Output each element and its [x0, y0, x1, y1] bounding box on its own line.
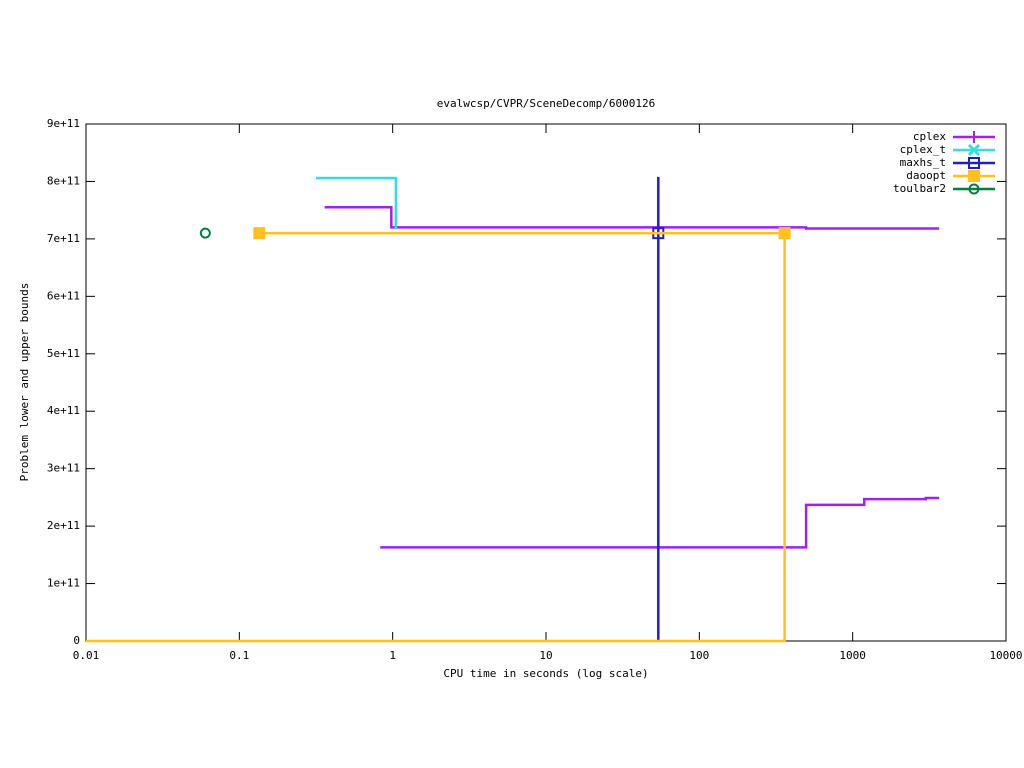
point [199, 227, 211, 239]
legend-marker [968, 183, 980, 195]
y-tick-label: 4e+11 [47, 404, 80, 417]
legend-label: daoopt [906, 169, 946, 182]
legend-label: maxhs_t [900, 156, 946, 169]
legend-label: toulbar2 [893, 182, 946, 195]
y-axis-label: Problem lower and upper bounds [18, 283, 31, 482]
series-line [315, 176, 398, 230]
y-tick-label: 6e+11 [47, 289, 80, 302]
legend-marker [968, 131, 980, 143]
series-line [324, 206, 940, 230]
y-tick-label: 0 [73, 634, 80, 647]
legend-label: cplex_t [900, 143, 946, 156]
x-tick-label: 0.1 [229, 649, 249, 662]
series-line [380, 496, 940, 549]
x-axis-label: CPU time in seconds (log scale) [443, 667, 648, 680]
plot-frame [85, 123, 1007, 642]
y-tick-label: 5e+11 [47, 347, 80, 360]
x-tick-label: 1 [389, 649, 396, 662]
series-line [86, 233, 786, 643]
chart-title: evalwcsp/CVPR/SceneDecomp/6000126 [437, 97, 656, 110]
y-tick-label: 7e+11 [47, 232, 80, 245]
point [253, 227, 266, 240]
y-tick-label: 2e+11 [47, 519, 80, 532]
x-tick-label: 0.01 [73, 649, 100, 662]
legend-marker [968, 157, 980, 169]
x-tick-label: 10000 [989, 649, 1022, 662]
legend-label: cplex [913, 130, 946, 143]
legend-marker [968, 170, 980, 182]
x-tick-label: 1000 [839, 649, 866, 662]
y-tick-label: 8e+11 [47, 174, 80, 187]
y-tick-label: 9e+11 [47, 117, 80, 130]
x-tick-label: 10 [539, 649, 552, 662]
y-tick-label: 1e+11 [47, 577, 80, 590]
legend-marker [967, 143, 981, 157]
y-tick-label: 3e+11 [47, 462, 80, 475]
x-tick-label: 100 [689, 649, 709, 662]
